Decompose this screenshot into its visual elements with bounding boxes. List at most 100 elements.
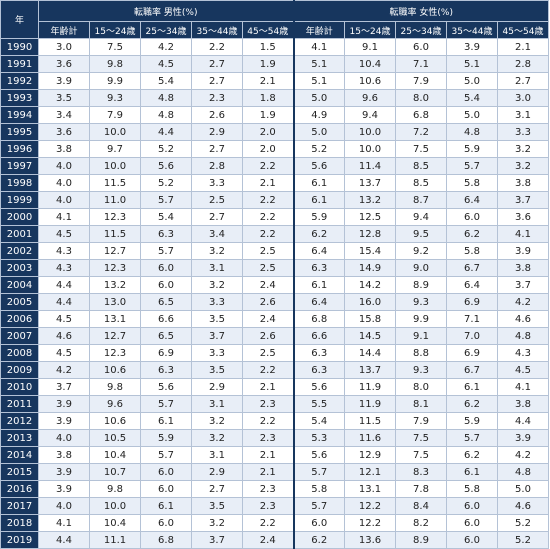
female-rate-cell: 13.6 bbox=[344, 531, 396, 549]
female-rate-cell: 6.8 bbox=[292, 310, 345, 328]
male-rate-cell: 6.9 bbox=[140, 344, 192, 362]
year-cell: 2001 bbox=[0, 225, 39, 243]
male-rate-cell: 13.0 bbox=[89, 293, 141, 311]
female-rate-cell: 14.9 bbox=[344, 259, 396, 277]
female-rate-cell: 6.1 bbox=[446, 378, 498, 396]
female-rate-cell: 6.0 bbox=[446, 208, 498, 226]
female-rate-cell: 7.1 bbox=[395, 55, 447, 73]
year-cell: 2010 bbox=[0, 378, 39, 396]
female-rate-cell: 5.0 bbox=[446, 72, 498, 90]
male-rate-cell: 2.2 bbox=[242, 412, 294, 430]
female-rate-cell: 11.9 bbox=[344, 395, 396, 413]
male-rate-cell: 4.4 bbox=[140, 123, 192, 141]
female-rate-cell: 8.1 bbox=[395, 395, 447, 413]
male-rate-cell: 2.0 bbox=[242, 140, 294, 158]
male-rate-cell: 5.7 bbox=[140, 395, 192, 413]
female-rate-cell: 13.7 bbox=[344, 361, 396, 379]
table-row: 2011 3.9 9.6 5.7 3.1 2.3 5.5 11.9 8.1 6.2 3.8 bbox=[0, 395, 549, 413]
year-cell: 1990 bbox=[0, 38, 39, 56]
female-rate-cell: 9.3 bbox=[395, 293, 447, 311]
female-rate-cell: 9.1 bbox=[344, 38, 396, 56]
male-rate-cell: 2.6 bbox=[242, 293, 294, 311]
female-rate-cell: 13.2 bbox=[344, 191, 396, 209]
female-rate-cell: 14.4 bbox=[344, 344, 396, 362]
male-rate-cell: 2.1 bbox=[242, 174, 294, 192]
table-row: 1993 3.5 9.3 4.8 2.3 1.8 5.0 9.6 8.0 5.4 3.0 bbox=[0, 89, 549, 107]
female-rate-cell: 6.4 bbox=[292, 242, 345, 260]
year-cell: 2011 bbox=[0, 395, 39, 413]
table-row: 1990 3.0 7.5 4.2 2.2 1.5 4.1 9.1 6.0 3.9 2.1 bbox=[0, 38, 549, 56]
female-rate-cell: 6.2 bbox=[446, 395, 498, 413]
year-cell: 1998 bbox=[0, 174, 39, 192]
male-rate-cell: 4.4 bbox=[38, 531, 90, 549]
male-rate-cell: 6.1 bbox=[140, 412, 192, 430]
female-rate-cell: 3.9 bbox=[446, 38, 498, 56]
year-cell: 1993 bbox=[0, 89, 39, 107]
female-col-total: 年齢計 bbox=[292, 21, 345, 39]
year-cell: 1991 bbox=[0, 55, 39, 73]
male-rate-cell: 2.3 bbox=[191, 89, 243, 107]
table-row: 2006 4.5 13.1 6.6 3.5 2.4 6.8 15.8 9.9 7.1 4.6 bbox=[0, 310, 549, 328]
male-rate-cell: 6.0 bbox=[140, 463, 192, 481]
male-rate-cell: 2.4 bbox=[242, 310, 294, 328]
year-cell: 2016 bbox=[0, 480, 39, 498]
female-rate-cell: 6.8 bbox=[395, 106, 447, 124]
male-rate-cell: 4.4 bbox=[38, 293, 90, 311]
male-rate-cell: 4.2 bbox=[140, 38, 192, 56]
male-col-35-44: 35～44歳 bbox=[191, 21, 243, 39]
female-rate-cell: 11.5 bbox=[344, 412, 396, 430]
male-rate-cell: 1.9 bbox=[242, 106, 294, 124]
male-rate-cell: 6.6 bbox=[140, 310, 192, 328]
male-rate-cell: 3.5 bbox=[191, 310, 243, 328]
male-rate-cell: 10.0 bbox=[89, 123, 141, 141]
female-rate-cell: 9.5 bbox=[395, 225, 447, 243]
female-rate-cell: 14.5 bbox=[344, 327, 396, 345]
male-rate-cell: 5.7 bbox=[140, 446, 192, 464]
male-rate-cell: 4.3 bbox=[38, 242, 90, 260]
male-rate-cell: 1.8 bbox=[242, 89, 294, 107]
male-rate-cell: 2.3 bbox=[242, 480, 294, 498]
table-row: 2004 4.4 13.2 6.0 3.2 2.4 6.1 14.2 8.9 6.4 3.7 bbox=[0, 276, 549, 294]
table-row: 1994 3.4 7.9 4.8 2.6 1.9 4.9 9.4 6.8 5.0 3.1 bbox=[0, 106, 549, 124]
male-rate-cell: 9.8 bbox=[89, 378, 141, 396]
male-rate-cell: 12.7 bbox=[89, 242, 141, 260]
male-rate-cell: 10.5 bbox=[89, 429, 141, 447]
female-rate-cell: 6.3 bbox=[292, 344, 345, 362]
male-rate-cell: 2.2 bbox=[242, 208, 294, 226]
female-rate-cell: 7.5 bbox=[395, 446, 447, 464]
year-cell: 1997 bbox=[0, 157, 39, 175]
female-rate-cell: 4.8 bbox=[497, 463, 549, 481]
female-col-35-44: 35～44歳 bbox=[446, 21, 498, 39]
male-rate-cell: 3.1 bbox=[191, 259, 243, 277]
female-rate-cell: 15.4 bbox=[344, 242, 396, 260]
year-cell: 2015 bbox=[0, 463, 39, 481]
male-rate-cell: 3.2 bbox=[191, 242, 243, 260]
male-rate-cell: 4.2 bbox=[38, 361, 90, 379]
female-rate-cell: 5.7 bbox=[292, 463, 345, 481]
year-column-header: 年 bbox=[0, 0, 39, 39]
female-rate-cell: 5.9 bbox=[446, 412, 498, 430]
female-rate-cell: 6.2 bbox=[292, 531, 345, 549]
male-rate-cell: 6.0 bbox=[140, 480, 192, 498]
female-rate-cell: 5.8 bbox=[446, 480, 498, 498]
male-rate-cell: 2.9 bbox=[191, 463, 243, 481]
female-rate-cell: 6.1 bbox=[292, 174, 345, 192]
male-rate-cell: 9.8 bbox=[89, 55, 141, 73]
male-rate-cell: 2.3 bbox=[242, 497, 294, 515]
male-rate-cell: 2.1 bbox=[242, 72, 294, 90]
male-rate-cell: 2.2 bbox=[242, 361, 294, 379]
male-rate-cell: 1.5 bbox=[242, 38, 294, 56]
table-row: 1998 4.0 11.5 5.2 3.3 2.1 6.1 13.7 8.5 5.8 3.8 bbox=[0, 174, 549, 192]
male-rate-cell: 12.3 bbox=[89, 344, 141, 362]
male-rate-cell: 3.3 bbox=[191, 174, 243, 192]
male-rate-cell: 1.9 bbox=[242, 55, 294, 73]
male-rate-cell: 3.2 bbox=[191, 412, 243, 430]
female-rate-cell: 11.4 bbox=[344, 157, 396, 175]
male-rate-cell: 3.1 bbox=[191, 395, 243, 413]
male-rate-cell: 6.5 bbox=[140, 327, 192, 345]
year-cell: 2008 bbox=[0, 344, 39, 362]
male-rate-cell: 6.5 bbox=[140, 293, 192, 311]
female-rate-cell: 3.0 bbox=[497, 89, 549, 107]
female-rate-cell: 9.2 bbox=[395, 242, 447, 260]
female-rate-cell: 12.2 bbox=[344, 514, 396, 532]
